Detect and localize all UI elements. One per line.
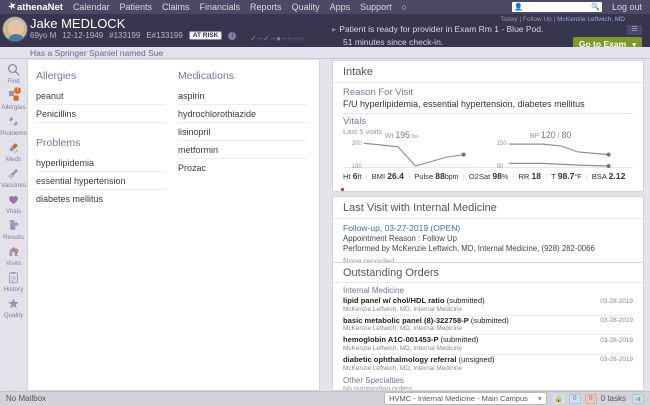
- svg-text:150: 150: [497, 140, 508, 147]
- svg-text:190: 190: [352, 163, 363, 170]
- svg-text:Wt 195 lbs: Wt 195 lbs: [385, 131, 419, 140]
- svg-text:BP 120 / 80: BP 120 / 80: [530, 131, 571, 140]
- svg-text:200: 200: [352, 140, 363, 147]
- svg-text:80: 80: [497, 163, 504, 170]
